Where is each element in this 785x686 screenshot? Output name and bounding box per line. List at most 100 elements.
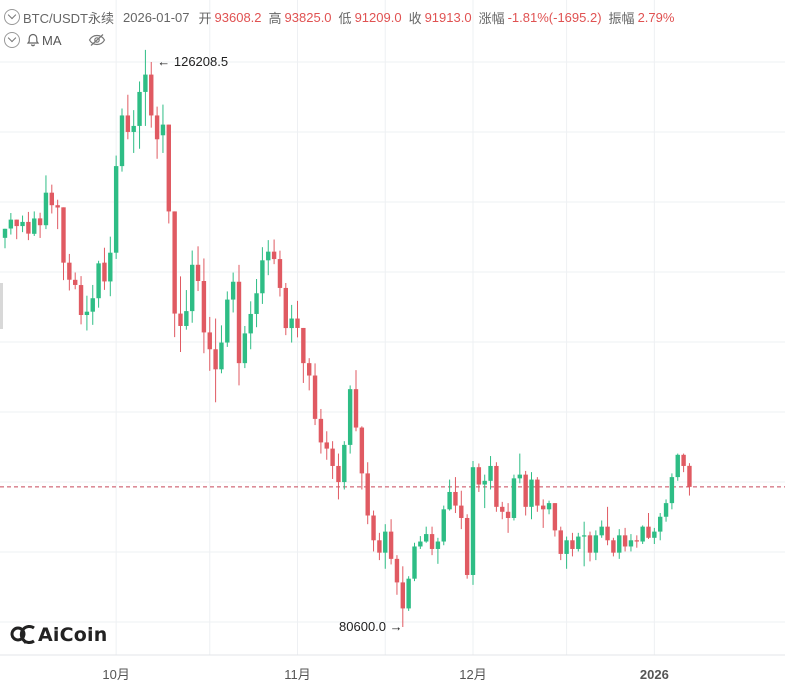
candle[interactable] — [260, 247, 265, 304]
candle[interactable] — [505, 503, 511, 533]
candle[interactable] — [418, 536, 423, 549]
candle[interactable] — [225, 291, 230, 347]
candle[interactable] — [295, 300, 300, 338]
candle[interactable] — [242, 325, 248, 369]
candle[interactable] — [312, 363, 318, 426]
candle[interactable] — [330, 441, 335, 479]
candle[interactable] — [8, 213, 14, 235]
candle[interactable] — [412, 542, 417, 582]
candle[interactable] — [669, 473, 675, 510]
candle[interactable] — [400, 566, 405, 627]
candle[interactable] — [622, 527, 628, 552]
candle[interactable] — [236, 264, 242, 386]
candle[interactable] — [488, 456, 493, 490]
candle[interactable] — [687, 463, 692, 496]
candle[interactable] — [593, 530, 599, 561]
candle[interactable] — [178, 276, 183, 352]
candle[interactable] — [617, 529, 622, 559]
indicator-ma-label[interactable]: MA — [42, 32, 62, 48]
candle[interactable] — [552, 503, 558, 537]
candle[interactable] — [277, 250, 283, 297]
candle[interactable] — [435, 537, 441, 564]
candle[interactable] — [353, 370, 359, 432]
candle[interactable] — [2, 228, 8, 249]
candle[interactable] — [230, 272, 236, 313]
candle[interactable] — [383, 524, 388, 569]
candle[interactable] — [67, 253, 72, 291]
candle[interactable] — [108, 236, 113, 297]
candle[interactable] — [184, 290, 189, 330]
candle[interactable] — [55, 199, 60, 230]
candle[interactable] — [248, 301, 253, 350]
candle[interactable] — [301, 327, 306, 383]
candle[interactable] — [125, 94, 131, 140]
candle[interactable] — [131, 110, 136, 153]
candle[interactable] — [424, 526, 429, 543]
candle[interactable] — [201, 258, 207, 354]
candle[interactable] — [207, 316, 212, 371]
expand-chevron-icon[interactable] — [4, 32, 20, 48]
candle[interactable] — [113, 155, 119, 259]
candle[interactable] — [336, 453, 341, 500]
candle[interactable] — [494, 462, 499, 512]
candle[interactable] — [652, 527, 657, 545]
candle[interactable] — [78, 276, 84, 325]
candle[interactable] — [49, 184, 54, 214]
candle[interactable] — [172, 211, 177, 338]
candle[interactable] — [102, 247, 107, 290]
candle[interactable] — [482, 474, 487, 509]
candle[interactable] — [599, 520, 604, 538]
candle[interactable] — [307, 358, 312, 391]
candle[interactable] — [663, 499, 669, 522]
side-panel-handle[interactable] — [0, 283, 3, 329]
candle[interactable] — [377, 532, 382, 561]
candle[interactable] — [675, 453, 680, 481]
candle[interactable] — [190, 250, 195, 323]
candle[interactable] — [605, 506, 610, 546]
candle[interactable] — [587, 531, 593, 562]
candle[interactable] — [406, 576, 411, 611]
candle[interactable] — [154, 106, 160, 159]
candle[interactable] — [371, 510, 376, 552]
candle[interactable] — [464, 514, 470, 579]
candle[interactable] — [447, 479, 452, 511]
candle[interactable] — [213, 318, 218, 403]
candle[interactable] — [166, 124, 171, 224]
candle[interactable] — [581, 521, 587, 567]
candle[interactable] — [628, 534, 634, 552]
candle[interactable] — [149, 62, 154, 128]
collapse-chevron-icon[interactable] — [4, 9, 20, 25]
candle[interactable] — [470, 461, 476, 585]
candle[interactable] — [43, 175, 49, 230]
candle[interactable] — [119, 108, 125, 172]
candle[interactable] — [283, 282, 288, 336]
hide-eye-icon[interactable] — [88, 33, 106, 47]
candle[interactable] — [570, 532, 575, 557]
candle[interactable] — [517, 453, 522, 484]
alert-bell-icon[interactable] — [26, 33, 40, 47]
candle[interactable] — [160, 104, 166, 153]
candle[interactable] — [254, 279, 259, 328]
candle[interactable] — [342, 441, 347, 490]
candle[interactable] — [73, 272, 78, 290]
candle[interactable] — [541, 499, 546, 528]
candle[interactable] — [658, 513, 663, 541]
candle[interactable] — [646, 513, 651, 540]
candle[interactable] — [511, 474, 517, 521]
candle[interactable] — [26, 211, 31, 241]
candle[interactable] — [143, 49, 148, 126]
candle[interactable] — [476, 463, 482, 492]
candle[interactable] — [266, 240, 271, 276]
candle[interactable] — [576, 532, 581, 552]
candle[interactable] — [137, 81, 142, 149]
candle[interactable] — [394, 555, 400, 595]
candle[interactable] — [271, 239, 277, 265]
candle[interactable] — [453, 477, 458, 514]
candle[interactable] — [359, 426, 365, 490]
candle[interactable] — [546, 500, 552, 515]
candle[interactable] — [558, 526, 563, 561]
candle[interactable] — [500, 501, 505, 520]
candle[interactable] — [681, 453, 686, 473]
candle[interactable] — [37, 212, 43, 238]
